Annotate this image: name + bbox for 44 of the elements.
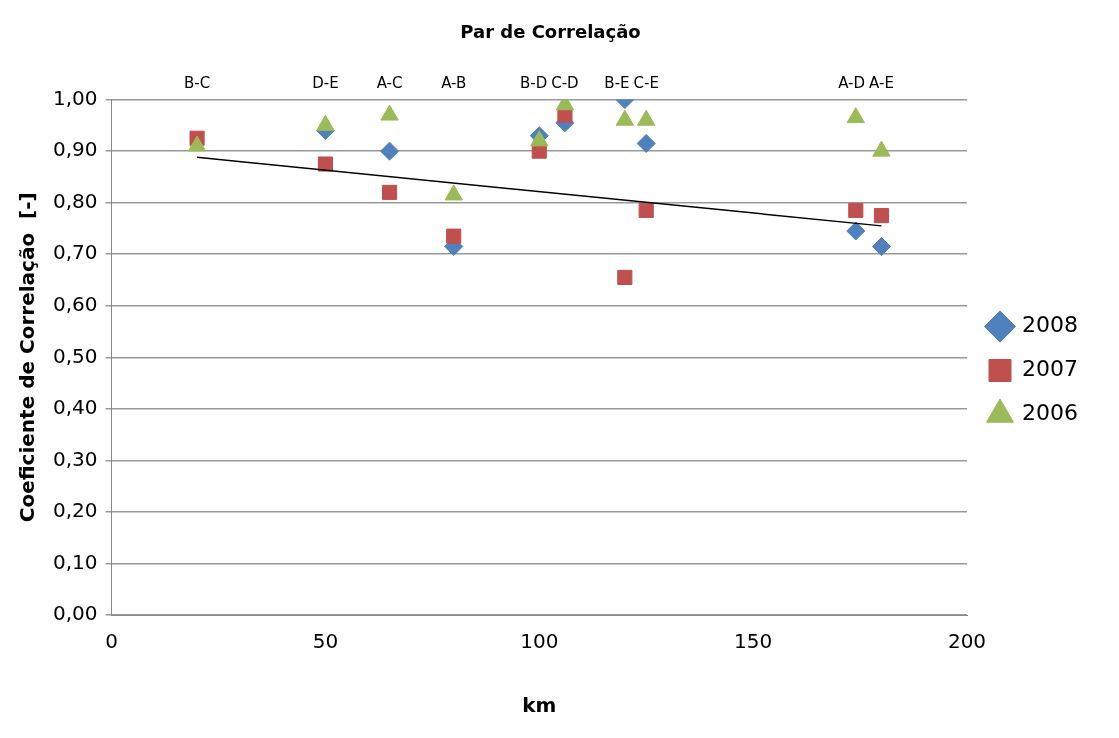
text: C-D bbox=[551, 73, 579, 92]
text: D-E bbox=[312, 73, 339, 92]
y-tick-label: 0,00 bbox=[53, 601, 98, 626]
text: B-D bbox=[519, 73, 548, 92]
text: A-D bbox=[838, 73, 866, 92]
chart-title: Par de Correlação bbox=[460, 21, 641, 43]
text: A-C bbox=[376, 73, 403, 92]
text: A-E bbox=[869, 73, 894, 92]
point bbox=[846, 107, 865, 124]
y-axis-title: Coeficiente de Correlação [-] bbox=[15, 192, 40, 523]
point bbox=[871, 236, 891, 256]
point bbox=[873, 207, 890, 224]
y-tick-label: 0,40 bbox=[53, 395, 98, 420]
y-tick-label: 0,50 bbox=[53, 343, 98, 368]
y-tick-label: 1,00 bbox=[53, 85, 98, 110]
legend-label: 2006 bbox=[1022, 400, 1079, 426]
text: C-E bbox=[633, 73, 659, 92]
x-tick-label: 0 bbox=[105, 629, 118, 654]
point bbox=[446, 228, 462, 244]
point bbox=[381, 184, 398, 200]
y-tick-label: 0,70 bbox=[53, 240, 98, 265]
x-tick-label: 200 bbox=[947, 629, 987, 654]
legend-label: 2008 bbox=[1022, 312, 1079, 338]
y-tick-label: 0,20 bbox=[53, 498, 98, 523]
legend-label: 2007 bbox=[1022, 356, 1079, 382]
text: A-B bbox=[441, 73, 467, 92]
y-tick-label: 0,30 bbox=[53, 446, 98, 471]
text: B-E bbox=[604, 73, 630, 92]
point bbox=[638, 202, 654, 218]
text: B-C bbox=[183, 73, 211, 92]
y-tick-label: 0,90 bbox=[53, 137, 98, 162]
point bbox=[317, 156, 333, 172]
point bbox=[636, 133, 656, 153]
point bbox=[846, 221, 866, 241]
x-tick-label: 50 bbox=[312, 629, 339, 654]
point bbox=[848, 202, 864, 218]
point bbox=[380, 141, 400, 161]
y-tick-label: 0,60 bbox=[53, 291, 98, 316]
y-tick-label: 0,80 bbox=[53, 188, 98, 213]
x-tick-label: 150 bbox=[734, 629, 773, 654]
x-tick-label: 100 bbox=[520, 629, 559, 654]
point bbox=[617, 269, 633, 285]
y-tick-label: 0,10 bbox=[53, 549, 98, 574]
x-axis-title: km bbox=[522, 693, 557, 718]
